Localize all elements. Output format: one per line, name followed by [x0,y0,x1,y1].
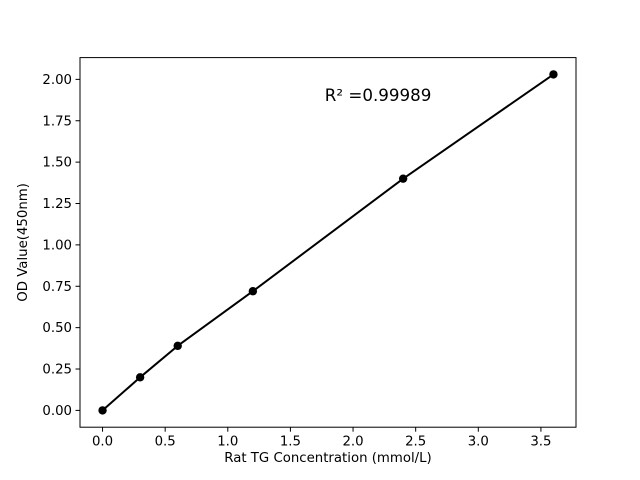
x-tick-label: 3.0 [468,435,489,450]
data-point [398,174,408,183]
y-tick-label: 1.75 [42,114,72,129]
y-tick-label: 1.00 [42,238,72,253]
data-line [101,73,555,412]
data-point [98,406,107,415]
data-point [248,287,258,296]
y-tick-label: 0.00 [42,404,72,419]
x-axis: 0.0 0.5 1.0 1.5 2.0 2.5 3.0 3.5 [92,427,552,450]
data-point [173,341,182,351]
x-tick-label: 2.5 [405,435,426,450]
y-tick-label: 0.75 [42,280,72,295]
y-axis: 0.00 0.25 0.50 0.75 1.00 1.25 1.50 1.75 2.00 [42,73,80,419]
x-axis-label: Rat TG Concentration (mmol/L) [224,451,431,466]
x-tick-label: 1.0 [217,435,238,450]
x-tick-label: 0.0 [92,435,113,450]
y-tick-label: 0.25 [42,363,72,378]
data-points [98,70,558,415]
x-tick-label: 1.5 [280,435,301,450]
data-point [549,70,558,79]
y-axis-label: OD Value(450nm) [16,183,31,302]
y-tick-label: 2.00 [42,73,72,88]
data-point [135,373,145,382]
x-tick-label: 0.5 [155,435,176,450]
y-tick-label: 1.50 [42,156,72,171]
plot-border [79,57,577,428]
y-tick-label: 0.50 [42,321,72,336]
y-tick-label: 1.25 [42,197,72,212]
r-squared-annotation: R² =0.99989 [325,85,432,105]
x-tick-label: 3.5 [530,435,551,450]
x-tick-label: 2.0 [342,435,363,450]
